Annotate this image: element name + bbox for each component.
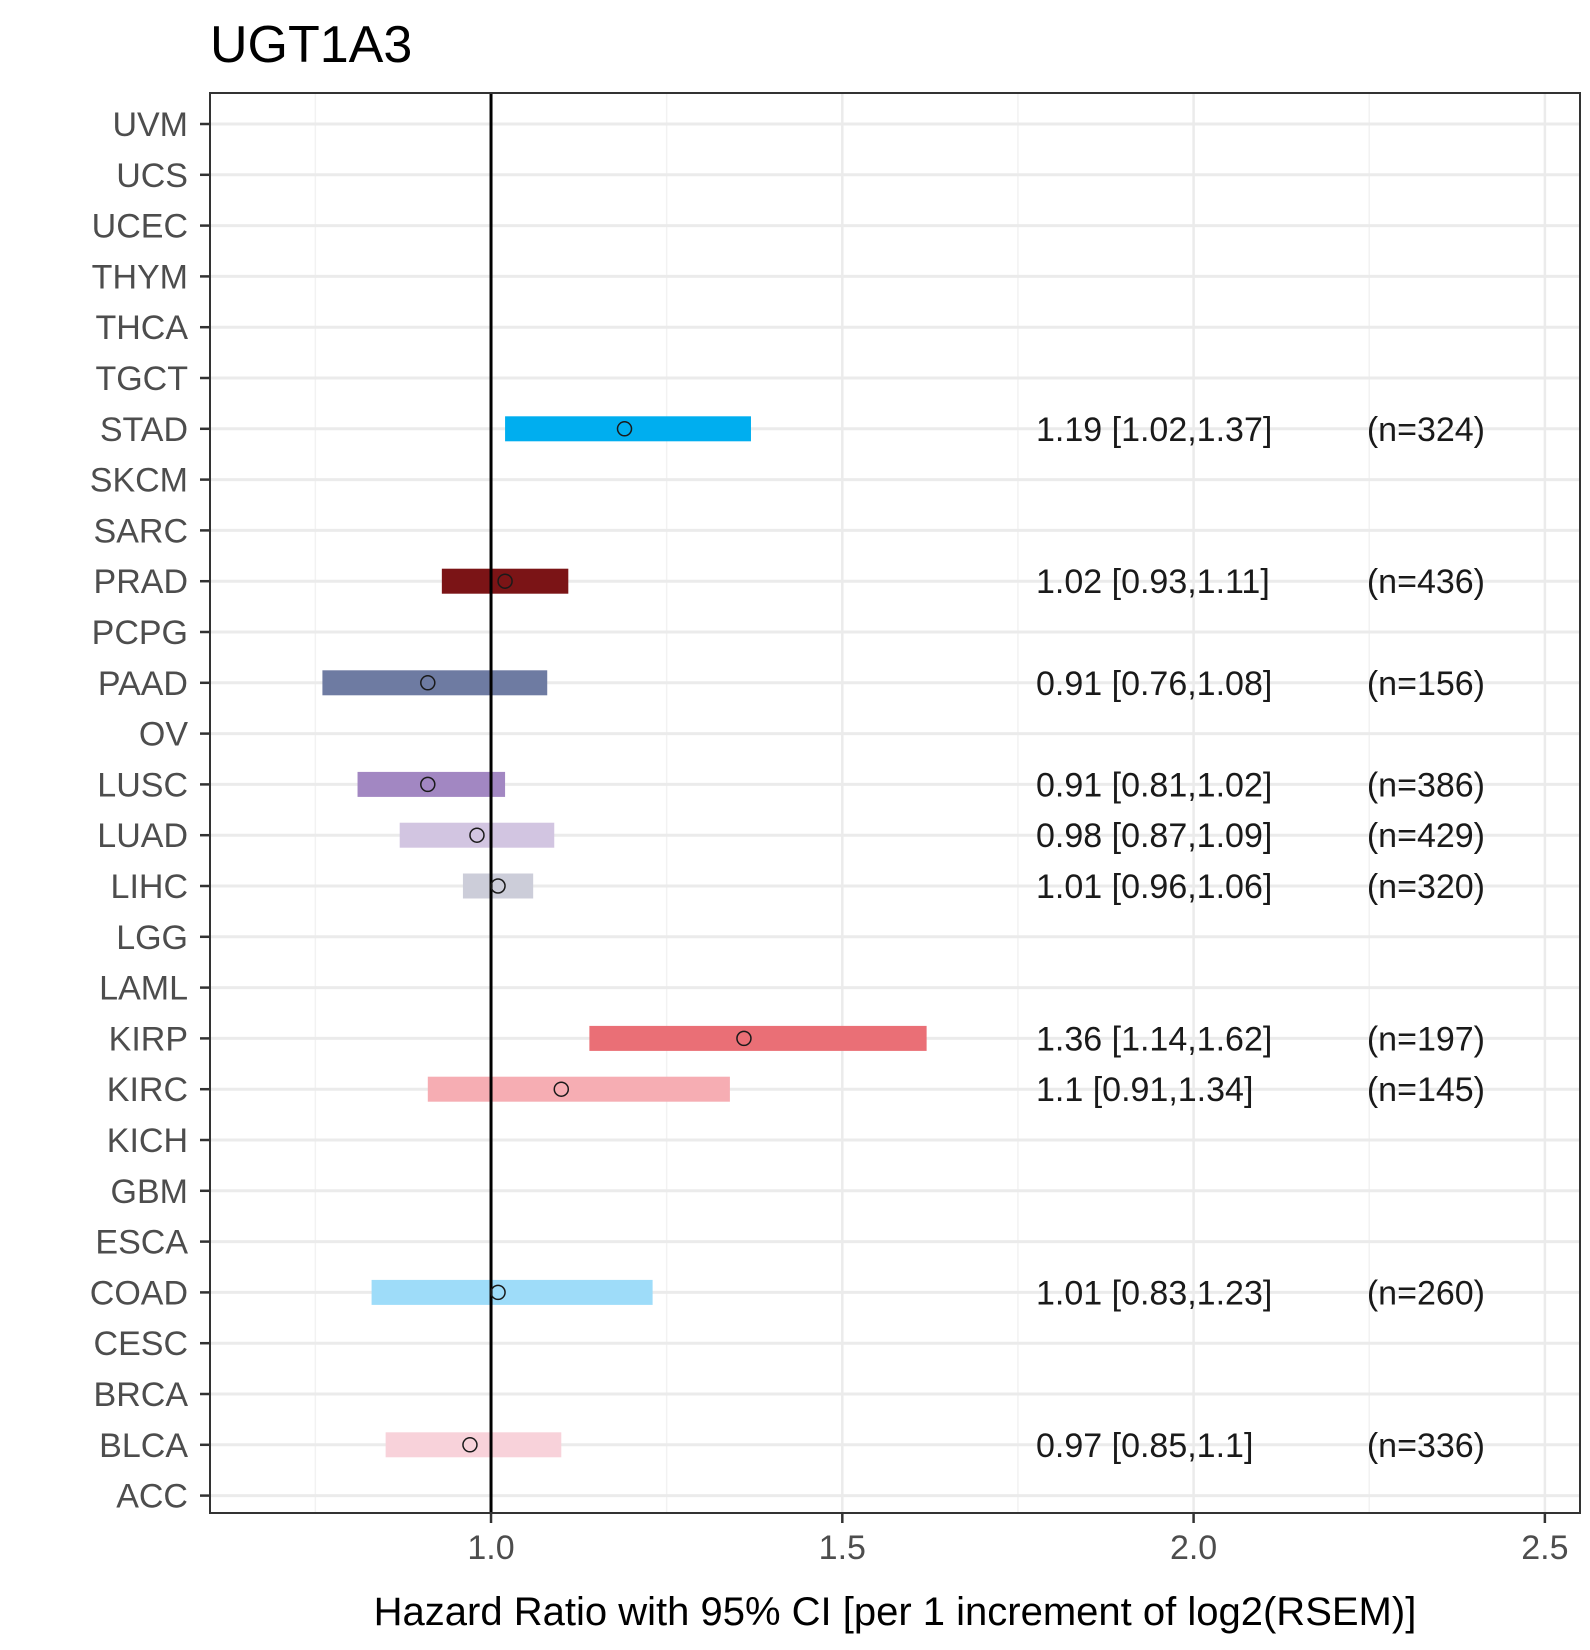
- hr-label-prad: 1.02 [0.93,1.11]: [1036, 563, 1270, 601]
- y-tick-label-thym: THYM: [92, 258, 188, 296]
- hr-point-lusc: [420, 776, 436, 793]
- y-tick-label-lgg: LGG: [116, 919, 188, 957]
- n-label-coad: (n=260): [1367, 1274, 1485, 1312]
- y-axis: UVM UCS UCEC THYM THCA TGCT STAD SKCM SARC PRAD PC…: [90, 106, 210, 1516]
- y-tick-label-uvm: UVM: [112, 106, 188, 144]
- hr-point-prad: [497, 573, 513, 589]
- y-tick-label-ucec: UCEC: [92, 208, 188, 246]
- ci-bar-prad: [441, 568, 569, 594]
- hr-point-blca: [462, 1437, 478, 1453]
- n-label-blca: (n=336): [1367, 1427, 1485, 1465]
- y-tick-label-prad: PRAD: [94, 563, 188, 601]
- x-tick-label: 1.5: [819, 1529, 866, 1567]
- hr-point-luad: [469, 827, 485, 843]
- n-label-kirc: (n=145): [1367, 1071, 1485, 1109]
- y-tick-label-ov: OV: [139, 716, 188, 754]
- hr-label-lusc: 0.91 [0.81,1.02]: [1036, 766, 1272, 804]
- n-label-luad: (n=429): [1367, 817, 1485, 855]
- plot-border: [209, 92, 1581, 1514]
- y-tick-label-lihc: LIHC: [111, 868, 188, 906]
- y-tick-label-laml: LAML: [99, 970, 188, 1008]
- y-tick-label-blca: BLCA: [99, 1427, 188, 1465]
- hr-label-stad: 1.19 [1.02,1.37]: [1036, 411, 1272, 449]
- hr-label-luad: 0.98 [0.87,1.09]: [1036, 817, 1272, 855]
- hr-label-blca: 0.97 [0.85,1.1]: [1036, 1427, 1253, 1465]
- ci-bar-luad: [399, 822, 555, 848]
- hr-label-lihc: 1.01 [0.96,1.06]: [1036, 868, 1272, 906]
- n-label-lusc: (n=386): [1367, 766, 1485, 804]
- hr-label-coad: 1.01 [0.83,1.23]: [1036, 1274, 1272, 1312]
- y-tick-label-paad: PAAD: [98, 665, 188, 703]
- ci-bar-kirp: [589, 1025, 927, 1051]
- y-tick-label-stad: STAD: [100, 411, 188, 449]
- x-axis-title: Hazard Ratio with 95% CI [per 1 incremen…: [374, 1590, 1417, 1634]
- y-tick-label-acc: ACC: [116, 1478, 188, 1516]
- n-label-kirp: (n=197): [1367, 1020, 1485, 1058]
- ci-bars: [322, 416, 927, 1458]
- hr-point-lihc: [490, 878, 506, 894]
- ci-bar-blca: [385, 1432, 562, 1458]
- minor-grid: [314, 93, 1370, 1513]
- ci-bar-stad: [505, 416, 751, 442]
- y-tick-label-cesc: CESC: [94, 1325, 188, 1363]
- n-label-paad: (n=156): [1367, 665, 1485, 703]
- y-tick-label-sarc: SARC: [94, 512, 188, 550]
- y-tick-label-lusc: LUSC: [97, 766, 188, 804]
- hr-point-coad: [490, 1284, 506, 1301]
- ci-bar-kirc: [427, 1076, 730, 1102]
- major-grid: [210, 93, 1580, 1513]
- hr-label-kirp: 1.36 [1.14,1.62]: [1036, 1020, 1272, 1058]
- chart-title: UGT1A3: [210, 16, 412, 74]
- y-tick-label-thca: THCA: [95, 309, 188, 347]
- y-tick-label-kirp: KIRP: [109, 1020, 188, 1058]
- plot-panel: [210, 93, 1580, 1513]
- y-tick-label-kich: KICH: [107, 1122, 188, 1160]
- y-tick-label-skcm: SKCM: [90, 462, 188, 500]
- y-tick-label-kirc: KIRC: [107, 1071, 188, 1109]
- hr-label-kirc: 1.1 [0.91,1.34]: [1036, 1071, 1253, 1109]
- hr-point-paad: [420, 675, 436, 691]
- n-label-lihc: (n=320): [1367, 868, 1485, 906]
- x-tick-label: 1.0: [467, 1529, 514, 1567]
- y-tick-label-esca: ESCA: [95, 1224, 188, 1262]
- ci-bar-lusc: [357, 771, 506, 797]
- x-tick-label: 2.0: [1170, 1529, 1217, 1567]
- y-tick-label-brca: BRCA: [94, 1376, 189, 1414]
- y-tick-label-coad: COAD: [90, 1274, 188, 1312]
- n-label-prad: (n=436): [1367, 563, 1485, 601]
- ci-bar-lihc: [462, 873, 534, 899]
- y-tick-label-ucs: UCS: [116, 157, 188, 195]
- annotations: 1.19 [1.02,1.37] (n=324) 1.02 [0.93,1.11] (…: [1036, 411, 1485, 1465]
- n-label-stad: (n=324): [1367, 411, 1485, 449]
- hr-point-stad: [616, 421, 633, 437]
- hr-label-paad: 0.91 [0.76,1.08]: [1036, 665, 1272, 703]
- hr-point-kirc: [553, 1081, 570, 1097]
- y-tick-label-tgct: TGCT: [95, 360, 188, 398]
- x-tick-label: 2.5: [1521, 1529, 1568, 1567]
- y-tick-label-pcpg: PCPG: [92, 614, 188, 652]
- y-tick-label-luad: LUAD: [97, 817, 188, 855]
- hr-points: [420, 421, 752, 1453]
- x-axis: 1.0 1.5 2.0 2.5: [467, 1513, 1569, 1567]
- ci-bar-coad: [371, 1279, 653, 1305]
- y-tick-label-gbm: GBM: [111, 1173, 188, 1211]
- hr-point-kirp: [736, 1030, 752, 1047]
